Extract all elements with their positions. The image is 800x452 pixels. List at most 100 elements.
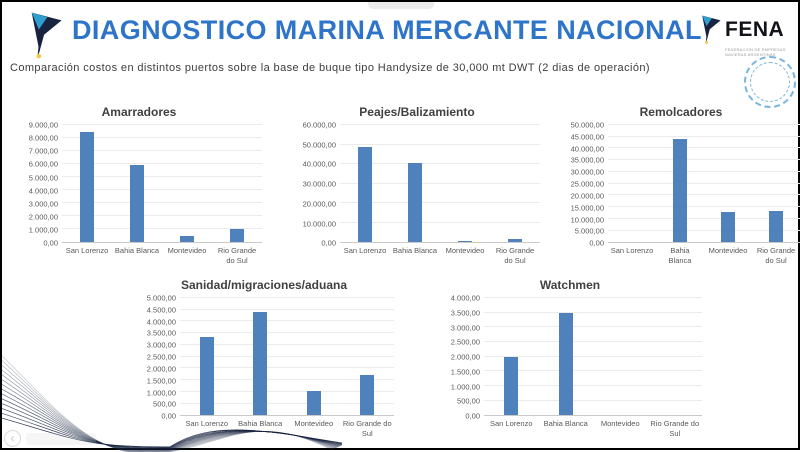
gridline (608, 217, 800, 219)
y-tick-label: 1.000,00 (28, 225, 58, 235)
x-axis-category-label: San Lorenzo (610, 246, 654, 256)
gridline (62, 163, 262, 165)
x-axis-category-label: Rio Grande do Sul (217, 246, 257, 265)
x-axis-category-label: San Lorenzo (65, 246, 109, 256)
gridline (340, 221, 540, 223)
gridline (484, 399, 702, 401)
y-tick-label: 9.000,00 (28, 120, 58, 130)
plot-area (608, 124, 800, 244)
gridline (180, 297, 394, 298)
gridline (340, 163, 540, 165)
bar (199, 336, 214, 416)
gridline (484, 326, 702, 328)
y-tick-label: 1.000,00 (450, 382, 480, 392)
y-tick-label: 60.000,00 (302, 120, 336, 130)
y-axis: 0,00 1.000,00 2.000,00 3.000,00 4.000,00 5.00… (16, 121, 62, 248)
x-axis-category-label: Bahia Blanca (543, 419, 588, 429)
y-tick-label: 3.500,00 (450, 308, 480, 318)
bar (130, 165, 144, 243)
y-tick-label: 500,00 (153, 399, 176, 409)
ghost-watermark (26, 433, 96, 445)
y-tick-label: 30.000,00 (570, 167, 604, 177)
gridline (62, 228, 262, 230)
gridline (180, 343, 394, 345)
gridline (180, 308, 394, 310)
bar (508, 238, 522, 243)
bar (721, 211, 735, 243)
y-tick-label: 0,00 (589, 238, 604, 248)
bar (558, 312, 573, 416)
gridline (62, 124, 262, 125)
y-tick-label: 5.000,00 (146, 293, 176, 303)
y-tick-label: 4.500,00 (146, 305, 176, 315)
y-tick-label: 3.500,00 (146, 328, 176, 338)
bar (458, 240, 472, 243)
y-tick-label: 7.000,00 (28, 146, 58, 156)
bar (360, 375, 375, 416)
gridline (484, 370, 702, 372)
y-tick-label: 30.000,00 (302, 179, 336, 189)
bar (306, 390, 321, 416)
y-tick-label: 0,00 (43, 238, 58, 248)
bar (358, 147, 372, 243)
y-tick-label: 2.000,00 (450, 352, 480, 362)
x-axis-category-label: Rio Grande do Sul (495, 246, 535, 265)
gridline (484, 355, 702, 357)
gridline (484, 311, 702, 313)
page-title: DIAGNOSTICO MARINA MERCANTE NACIONAL (72, 15, 702, 45)
x-axis-category-label: Bahia Blanca (392, 246, 438, 256)
y-tick-label: 40.000,00 (302, 159, 336, 169)
x-axis-category-label: Montevideo (294, 419, 334, 429)
y-tick-label: 2.500,00 (146, 352, 176, 362)
x-axis-category-label: Bahia Blanca (114, 246, 160, 256)
bar (230, 229, 244, 243)
gridline (180, 320, 394, 322)
gridline (180, 355, 394, 357)
chart-title: Watchmen (539, 278, 601, 292)
gridline (180, 332, 394, 334)
bar (253, 312, 268, 416)
chart-amarradores: Amarradores 0,00 1.000,00 2.000,00 3.000,00 4… (16, 105, 262, 265)
y-tick-label: 5.000,00 (28, 173, 58, 183)
y-tick-label: 25.000,00 (570, 179, 604, 189)
y-axis: 0,00 10.000,00 20.000,00 30.000,00 40.000,00… (294, 121, 340, 248)
chart-title: Remolcadores (639, 105, 723, 119)
plot-area (340, 124, 540, 244)
bar (180, 236, 194, 243)
bar (408, 163, 422, 243)
y-tick-label: 3.000,00 (450, 323, 480, 333)
chart-peajes-balizamiento: Peajes/Balizamiento 0,00 10.000,00 20.000,0… (294, 105, 540, 265)
gridline (180, 367, 394, 369)
y-axis: 0,00 500,00 1.000,00 1.500,00 2.000,00 2.500,… (134, 294, 180, 421)
x-axis-category-label: Montevideo (445, 246, 485, 256)
chart-title: Sanidad/migraciones/aduana (180, 278, 348, 292)
y-tick-label: 1.000,00 (146, 388, 176, 398)
y-tick-label: 0,00 (161, 411, 176, 421)
y-tick-label: 5.000,00 (574, 226, 604, 236)
y-tick-label: 10.000,00 (302, 219, 336, 229)
gridline (608, 135, 800, 137)
y-tick-label: 35.000,00 (570, 155, 604, 165)
gridline (62, 215, 262, 217)
y-tick-label: 2.000,00 (28, 212, 58, 222)
gridline (340, 182, 540, 184)
gridline (608, 206, 800, 208)
x-axis-category-label: Bahia Blanca (668, 246, 692, 265)
bar (80, 132, 94, 243)
gridline (484, 340, 702, 342)
plot-area (484, 297, 702, 417)
plot-area (62, 124, 262, 244)
fena-tagline: FEDERACION DE EMPRESAS NAVIERAS ARGENTIN… (725, 47, 786, 58)
y-tick-label: 8.000,00 (28, 133, 58, 143)
ghost-back-button[interactable]: ‹ (4, 430, 21, 447)
y-tick-label: 15.000,00 (570, 203, 604, 213)
y-tick-label: 50.000,00 (302, 140, 336, 150)
y-tick-label: 500,00 (457, 396, 480, 406)
gridline (608, 182, 800, 184)
x-axis-category-label: San Lorenzo (489, 419, 533, 429)
x-axis-category-label: Montevideo (600, 419, 640, 429)
y-tick-label: 45.000,00 (570, 132, 604, 142)
x-axis-category-label: Bahia Blanca (238, 419, 283, 429)
bar (769, 210, 783, 243)
company-flag-logo (31, 12, 62, 59)
